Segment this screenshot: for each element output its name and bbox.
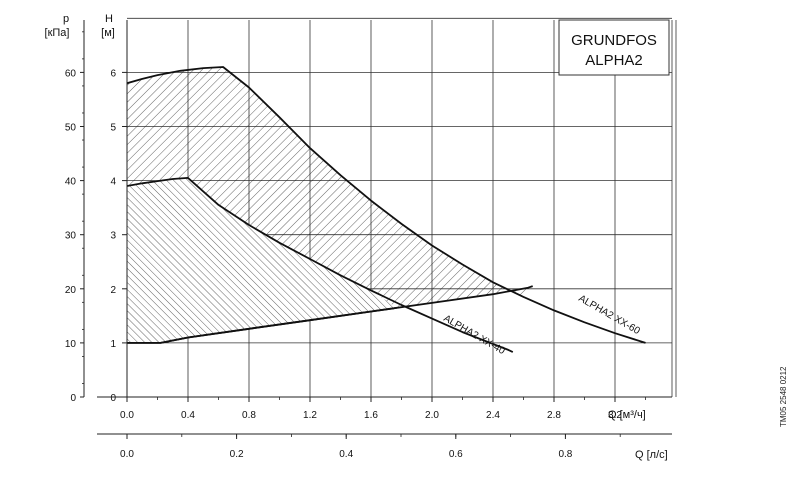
max-curve-xx60	[126, 66, 646, 344]
flow-ls-axis-label: Q [л/с]	[635, 449, 668, 461]
pressure-tick-label: 30	[65, 231, 77, 242]
flow-ls-tick-label: 0.0	[120, 449, 134, 460]
chart-title-line-1: GRUNDFOS	[571, 32, 657, 49]
flow-ls-tick-label: 0.4	[339, 449, 353, 460]
head-tick-label: 4	[110, 177, 116, 188]
pressure-axis-unit: [кПа]	[45, 27, 70, 39]
flow-m3h-tick-label: 0.8	[242, 410, 256, 421]
flow-ls-tick-label: 0.6	[449, 449, 463, 460]
head-tick-label: 0	[110, 393, 116, 404]
operating-area-xx40	[127, 177, 397, 343]
head-axis-unit: [м]	[101, 27, 115, 39]
head-tick-label: 6	[110, 68, 116, 79]
curves	[126, 66, 646, 353]
min-curve-xx40	[127, 306, 398, 344]
document-code: TM05 2548 0212	[779, 366, 788, 427]
flow-m3h-tick-label: 3.2	[608, 410, 622, 421]
flow-m3h-tick-label: 2.8	[547, 410, 561, 421]
head-tick-label: 5	[110, 123, 116, 134]
operating-areas	[127, 67, 533, 343]
flow-m3h-tick-label: 1.6	[364, 410, 378, 421]
pressure-tick-label: 50	[65, 123, 77, 134]
flow-m3h-tick-label: 2.4	[486, 410, 500, 421]
pressure-tick-label: 0	[70, 393, 76, 404]
max-curve-xx40	[126, 176, 514, 353]
head-tick-label: 1	[110, 339, 116, 350]
series-label-xx40: ALPHA2 XX-40	[442, 313, 508, 357]
title-box	[558, 19, 670, 76]
flow-m3h-tick-label: 2.0	[425, 410, 439, 421]
pressure-tick-label: 40	[65, 177, 77, 188]
head-tick-label: 3	[110, 231, 116, 242]
flow-m3h-tick-label: 0.0	[120, 410, 134, 421]
flow-m3h-axis-label: Q [м³/ч]	[608, 409, 646, 421]
flow-m3h-tick-label: 0.4	[181, 410, 195, 421]
head-axis-label: H	[105, 13, 113, 25]
flow-ls-tick-label: 0.2	[230, 449, 244, 460]
pressure-tick-label: 10	[65, 339, 77, 350]
flow-m3h-tick-label: 1.2	[303, 410, 317, 421]
head-tick-label: 2	[110, 285, 116, 296]
chart-title-line-2: ALPHA2	[585, 52, 643, 69]
pressure-axis-label: p	[63, 13, 69, 25]
pressure-tick-label: 60	[65, 68, 77, 79]
flow-ls-tick-label: 0.8	[558, 449, 572, 460]
pressure-tick-label: 20	[65, 285, 77, 296]
